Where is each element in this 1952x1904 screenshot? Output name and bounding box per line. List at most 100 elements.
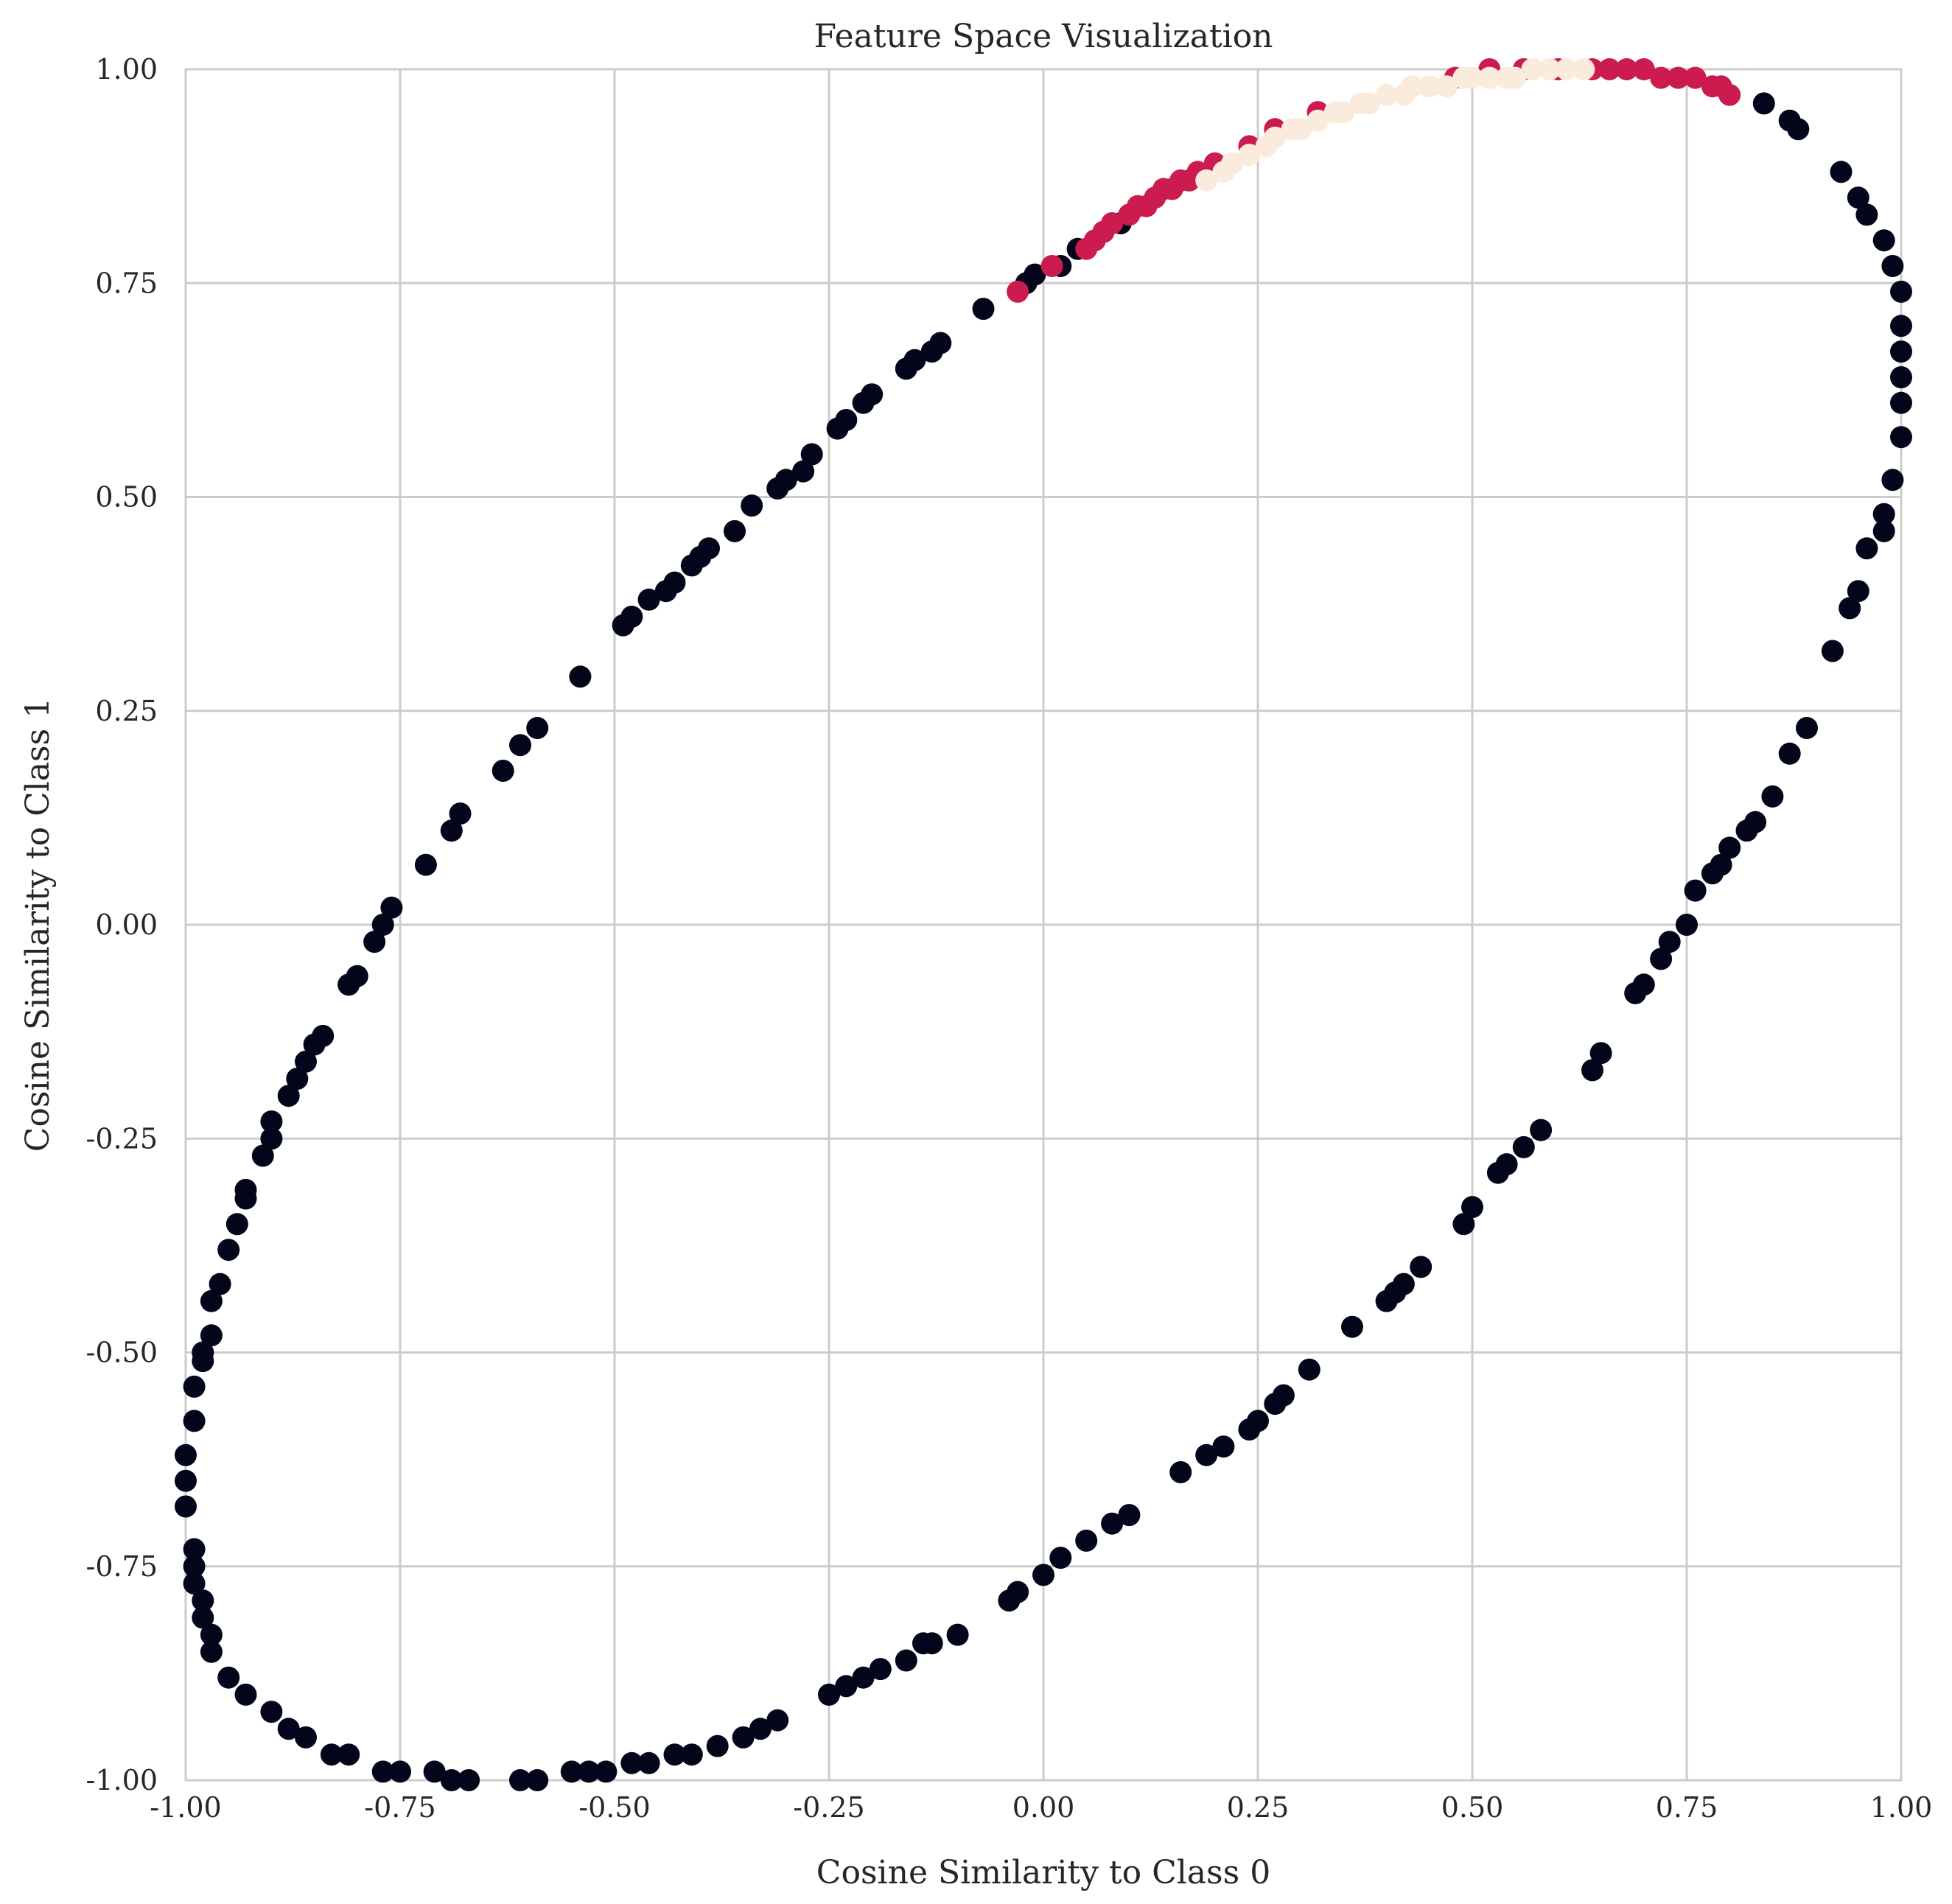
scatter-point bbox=[774, 469, 797, 491]
scatter-point bbox=[1787, 118, 1810, 141]
scatter-point bbox=[835, 409, 858, 431]
scatter-point bbox=[234, 1178, 257, 1201]
y-tick-labels: -1.00 -0.75 -0.50 -0.25 0.00 0.25 0.50 0.75 1.00 bbox=[86, 53, 158, 1796]
scatter-point bbox=[637, 588, 660, 611]
scatter-point bbox=[1040, 255, 1063, 277]
scatter-point bbox=[200, 1324, 223, 1347]
scatter-point bbox=[192, 1606, 214, 1629]
x-tick-label: -0.25 bbox=[793, 1791, 864, 1824]
scatter-point bbox=[1598, 58, 1621, 80]
y-tick-label: 0.75 bbox=[95, 267, 158, 299]
scatter-point bbox=[1238, 144, 1261, 167]
scatter-point bbox=[1212, 1435, 1235, 1458]
scatter-point bbox=[1761, 785, 1784, 808]
scatter-point bbox=[972, 298, 995, 321]
scatter-point bbox=[175, 1443, 197, 1466]
scatter-point bbox=[1032, 1564, 1054, 1586]
scatter-point bbox=[998, 1589, 1021, 1612]
scatter-point bbox=[706, 1735, 729, 1757]
scatter-point bbox=[509, 1769, 531, 1791]
x-axis-label: Cosine Similarity to Class 0 bbox=[816, 1854, 1270, 1891]
scatter-point bbox=[1007, 280, 1029, 303]
scatter-point bbox=[1401, 75, 1424, 98]
scatter-point bbox=[1486, 1161, 1509, 1184]
scatter-point bbox=[363, 931, 386, 953]
scatter-point bbox=[295, 1050, 317, 1073]
series-0 bbox=[175, 92, 1912, 1791]
scatter-point bbox=[792, 460, 815, 483]
scatter-point bbox=[1556, 58, 1578, 80]
scatter-point bbox=[1839, 597, 1861, 620]
scatter-point bbox=[380, 896, 403, 919]
scatter-point bbox=[389, 1760, 411, 1783]
x-tick-label: 0.75 bbox=[1656, 1791, 1718, 1824]
x-tick-label: 0.00 bbox=[1012, 1791, 1075, 1824]
scatter-point bbox=[440, 819, 463, 842]
scatter-point bbox=[175, 1495, 197, 1518]
scatter-point bbox=[1855, 537, 1878, 560]
scatter-point bbox=[1075, 1529, 1098, 1552]
scatter-point bbox=[526, 717, 549, 739]
scatter-point bbox=[225, 1213, 248, 1236]
scatter-point bbox=[1521, 58, 1544, 80]
x-tick-label: -1.00 bbox=[150, 1791, 221, 1824]
y-tick-label: 0.50 bbox=[95, 481, 158, 514]
x-tick-label: 0.25 bbox=[1227, 1791, 1290, 1824]
scatter-point bbox=[929, 332, 952, 354]
scatter-point bbox=[1581, 1059, 1603, 1082]
scatter-point bbox=[1830, 161, 1853, 183]
scatter-point bbox=[217, 1239, 240, 1261]
scatter-point bbox=[1512, 1135, 1535, 1158]
scatter-point bbox=[217, 1666, 240, 1689]
scatter-point bbox=[1847, 186, 1869, 209]
scatter-point bbox=[861, 383, 884, 406]
x-tick-label: -0.50 bbox=[578, 1791, 650, 1824]
y-tick-label: 0.00 bbox=[95, 909, 158, 941]
scatter-point bbox=[277, 1085, 300, 1107]
scatter-point bbox=[1650, 948, 1673, 970]
scatter-point bbox=[1881, 469, 1904, 491]
scatter-point bbox=[1650, 66, 1673, 89]
scatter-point bbox=[440, 1769, 463, 1791]
scatter-point bbox=[1375, 83, 1398, 106]
scatter-point bbox=[1872, 503, 1895, 525]
scatter-point bbox=[1752, 92, 1775, 115]
scatter-point bbox=[578, 1760, 601, 1783]
scatter-point bbox=[1890, 280, 1912, 303]
scatter-point bbox=[1238, 1418, 1261, 1441]
scatter-point bbox=[260, 1110, 283, 1133]
scatter-point bbox=[749, 1718, 772, 1740]
y-tick-label: -1.00 bbox=[86, 1764, 158, 1796]
scatter-point bbox=[560, 1760, 583, 1783]
scatter-point bbox=[1195, 169, 1218, 192]
x-tick-label: 1.00 bbox=[1870, 1791, 1933, 1824]
scatter-point bbox=[183, 1538, 206, 1561]
scatter-point bbox=[818, 1683, 840, 1706]
scatter-point bbox=[732, 1726, 755, 1749]
scatter-point bbox=[1118, 1504, 1141, 1527]
scatter-point bbox=[1718, 836, 1741, 859]
scatter-point bbox=[320, 1743, 343, 1766]
data-points bbox=[175, 58, 1912, 1791]
scatter-point bbox=[192, 1341, 214, 1364]
scatter-point bbox=[1890, 426, 1912, 449]
scatter-point bbox=[1538, 58, 1561, 80]
scatter-point bbox=[1890, 391, 1912, 414]
scatter-point bbox=[1435, 75, 1458, 98]
scatter-point bbox=[637, 1751, 660, 1774]
scatter-point bbox=[414, 853, 437, 876]
scatter-point bbox=[663, 1743, 686, 1766]
scatter-point bbox=[234, 1683, 257, 1706]
scatter-point bbox=[1530, 1119, 1553, 1141]
scatter-point bbox=[1298, 1358, 1320, 1381]
y-tick-label: -0.75 bbox=[86, 1550, 158, 1583]
scatter-point bbox=[1890, 340, 1912, 363]
scatter-point bbox=[895, 1649, 917, 1672]
scatter-point bbox=[800, 443, 823, 466]
scatter-point bbox=[371, 1760, 394, 1783]
plot-frame bbox=[184, 68, 1903, 1782]
scatter-point bbox=[1796, 717, 1818, 739]
scatter-point bbox=[1632, 58, 1655, 80]
scatter-point bbox=[1049, 1547, 1072, 1569]
y-axis-label: Cosine Similarity to Class 1 bbox=[19, 698, 57, 1152]
